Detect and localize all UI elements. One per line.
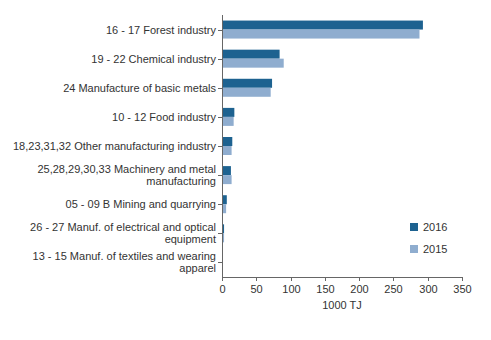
x-tick-label: 350 [453, 283, 471, 295]
legend-swatch [410, 223, 418, 231]
legend-swatch [410, 245, 418, 253]
category-label: 10 - 12 Food industry [112, 111, 216, 123]
bar [222, 108, 234, 117]
legend-label: 2015 [423, 243, 447, 255]
x-tick-label: 200 [350, 283, 368, 295]
category-label: 19 - 22 Chemical industry [91, 53, 216, 65]
x-tick-label: 0 [219, 283, 225, 295]
x-tick [428, 277, 429, 281]
x-tick-label: 250 [384, 283, 402, 295]
chart: 0 50 100 150 200 250 300 350 1000 TJ 16 - 17 Fore… [0, 0, 491, 340]
bar [222, 175, 232, 184]
y-tick [218, 117, 222, 118]
x-tick [359, 277, 360, 281]
bar [222, 166, 231, 175]
bar [222, 137, 232, 146]
legend: 2016 2015 [410, 221, 447, 255]
category-label: 26 - 27 Manuf. of electrical and optical… [30, 221, 216, 245]
category-label-line: 05 - 09 B Mining and quarrying [66, 198, 216, 210]
x-axis [222, 277, 462, 278]
bars [222, 21, 423, 272]
category-label-line: 10 - 12 Food industry [112, 111, 216, 123]
y-tick [218, 204, 222, 205]
legend-label: 2016 [423, 221, 447, 233]
category-label-line: manufacturing [146, 175, 216, 187]
category-label: 05 - 09 B Mining and quarrying [66, 198, 216, 210]
bar [222, 117, 234, 126]
y-tick [218, 175, 222, 176]
x-tick [325, 277, 326, 281]
y-tick [218, 146, 222, 147]
category-label-line: 26 - 27 Manuf. of electrical and optical [30, 221, 216, 233]
bar [222, 59, 284, 68]
category-label: 24 Manufacture of basic metals [63, 82, 216, 94]
y-tick [218, 262, 222, 263]
category-label: 13 - 15 Manuf. of textiles and wearingap… [33, 250, 216, 274]
category-label-line: equipment [165, 233, 216, 245]
y-tick [218, 88, 222, 89]
x-tick [393, 277, 394, 281]
category-label-line: 24 Manufacture of basic metals [63, 82, 216, 94]
x-tick [462, 277, 463, 281]
category-label-line: 18,23,31,32 Other manufacturing industry [13, 140, 217, 152]
x-tick [222, 277, 223, 281]
x-tick-label: 100 [282, 283, 300, 295]
bar [222, 50, 280, 59]
y-tick [218, 233, 222, 234]
category-label-line: 13 - 15 Manuf. of textiles and wearing [33, 250, 216, 262]
x-tick [256, 277, 257, 281]
x-tick [291, 277, 292, 281]
bar [222, 146, 232, 155]
category-label-line: 25,28,29,30,33 Machinery and metal [37, 163, 216, 175]
x-tick-label: 300 [419, 283, 437, 295]
category-label-line: 19 - 22 Chemical industry [91, 53, 216, 65]
category-label-line: apparel [179, 262, 216, 274]
x-axis-label: 1000 TJ [322, 299, 362, 311]
x-tick-label: 150 [316, 283, 334, 295]
category-label: 16 - 17 Forest industry [106, 24, 217, 36]
x-tick-label: 50 [250, 283, 262, 295]
bar [222, 21, 423, 30]
bar [222, 88, 271, 97]
category-label: 18,23,31,32 Other manufacturing industry [13, 140, 217, 152]
category-label: 25,28,29,30,33 Machinery and metalmanufa… [37, 163, 216, 187]
bar [222, 79, 272, 88]
y-axis [222, 15, 223, 277]
y-tick [218, 30, 222, 31]
bar [222, 30, 419, 39]
y-tick [218, 59, 222, 60]
category-label-line: 16 - 17 Forest industry [106, 24, 217, 36]
